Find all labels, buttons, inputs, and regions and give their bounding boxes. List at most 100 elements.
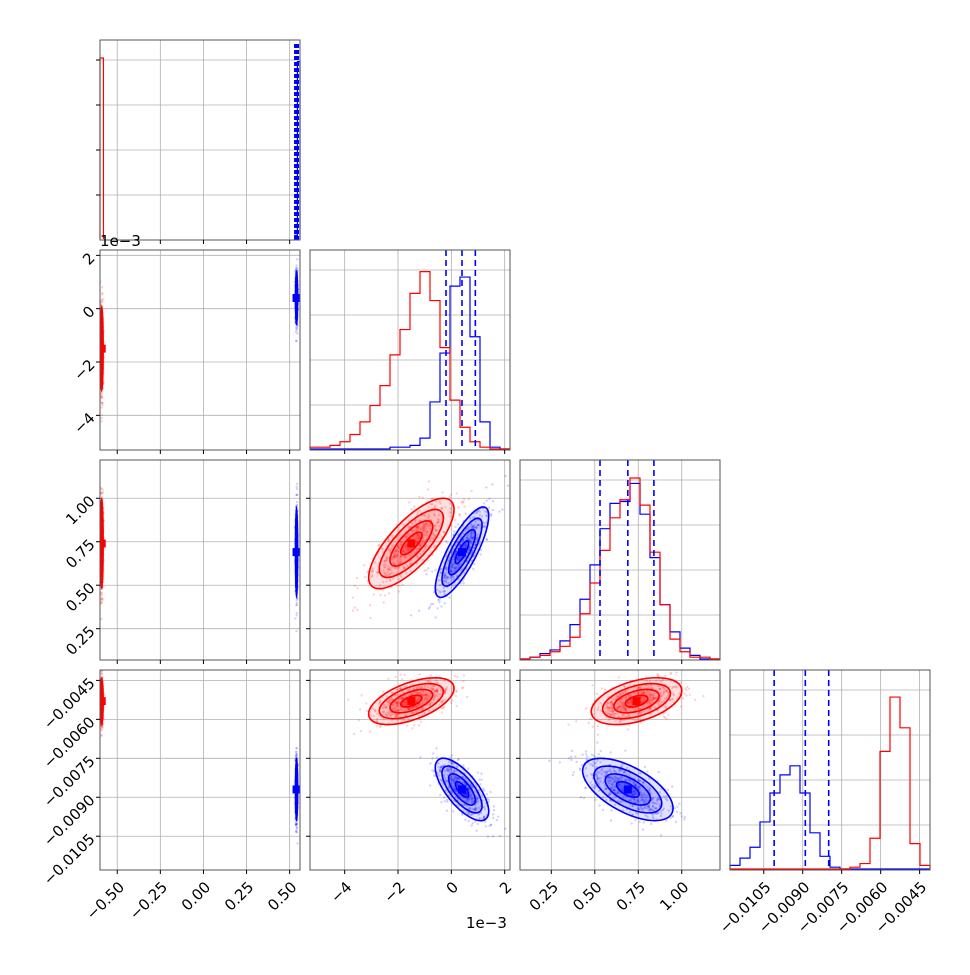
scatter-point: [457, 523, 459, 525]
scatter-point: [492, 813, 494, 815]
scatter-point: [398, 585, 400, 587]
scatter-point: [101, 404, 103, 406]
scatter-point: [455, 691, 457, 693]
scatter-point: [448, 597, 450, 599]
contour-peak-blue: [293, 785, 301, 793]
scatter-point: [466, 696, 468, 698]
scatter-point: [479, 553, 481, 555]
scatter-point: [353, 733, 355, 735]
scatter-point: [410, 508, 412, 510]
scatter-point: [366, 710, 368, 712]
scatter-point: [295, 750, 297, 752]
scatter-point: [498, 511, 500, 513]
scatter-point: [401, 678, 403, 680]
scatter-point: [485, 486, 487, 488]
scatter-point: [446, 667, 448, 669]
scatter-point: [296, 826, 298, 828]
scatter-point: [356, 609, 358, 611]
scatter-point: [295, 747, 297, 749]
scatter-point: [373, 593, 375, 595]
scatter-point: [296, 604, 298, 606]
scatter-point: [493, 805, 495, 807]
scatter-point: [458, 513, 460, 515]
scatter-point: [101, 286, 103, 288]
scatter-point: [295, 264, 297, 266]
scatter-point: [443, 706, 445, 708]
panel-background: [100, 460, 300, 660]
scatter-point: [453, 530, 455, 532]
scatter-point: [462, 680, 464, 682]
scatter-point: [360, 730, 362, 732]
scatter-point: [101, 673, 103, 675]
scatter-point: [434, 616, 436, 618]
scatter-point: [100, 393, 102, 395]
scatter-point: [369, 617, 371, 619]
scatter-point: [464, 513, 466, 515]
scatter-point: [388, 592, 390, 594]
scatter-point: [463, 674, 465, 676]
scatter-point: [295, 614, 297, 616]
scatter-point: [101, 601, 103, 603]
scatter-point: [438, 601, 440, 603]
scatter-point: [356, 577, 358, 579]
scatter-point: [454, 519, 456, 521]
contour-peak-red: [98, 539, 106, 547]
scatter-point: [483, 502, 485, 504]
scatter-point: [423, 569, 425, 571]
scatter-point: [354, 606, 356, 608]
scatter-point: [457, 506, 459, 508]
contour-peak-red: [98, 697, 106, 705]
scatter-point: [438, 598, 440, 600]
scatter-point: [492, 500, 494, 502]
scatter-point: [352, 597, 354, 599]
scatter-point: [101, 396, 103, 398]
scatter-point: [101, 414, 103, 416]
scatter-point: [445, 540, 447, 542]
scatter-point: [379, 594, 381, 596]
scatter-point: [406, 724, 408, 726]
scatter-point: [379, 726, 381, 728]
scatter-point: [434, 569, 436, 571]
scatter-point: [369, 730, 371, 732]
scatter-point: [369, 604, 371, 606]
scatter-point: [463, 505, 465, 507]
contour-peak-blue: [293, 548, 301, 556]
scatter-point: [296, 829, 298, 831]
scatter-point: [431, 570, 433, 572]
scatter-point: [451, 699, 453, 701]
scatter-point: [295, 267, 297, 269]
scatter-point: [295, 754, 297, 756]
scatter-point: [427, 567, 429, 569]
scatter-point: [101, 725, 103, 727]
scatter-point: [356, 587, 358, 589]
scatter-point: [474, 664, 476, 666]
scatter-point: [398, 590, 400, 592]
scatter-point: [387, 678, 389, 680]
scatter-point: [101, 292, 103, 294]
panel-ticks-2-2: [551, 660, 681, 664]
scatter-point: [295, 494, 297, 496]
scatter-point: [400, 674, 402, 676]
scatter-point: [413, 505, 415, 507]
scatter-point: [488, 507, 490, 509]
scatter-point: [468, 498, 470, 500]
scatter-point: [359, 708, 361, 710]
scatter-point: [296, 327, 298, 329]
scatter-point: [460, 501, 462, 503]
scatter-point: [418, 496, 420, 498]
scatter-point: [296, 486, 298, 488]
scatter-point: [444, 800, 446, 802]
panel-ticks-1-1: [345, 450, 505, 454]
scatter-point: [296, 340, 298, 342]
scatter-point: [507, 485, 509, 487]
scatter-point: [490, 514, 492, 516]
scatter-point: [456, 676, 458, 678]
scatter-point: [470, 490, 472, 492]
scatter-point: [436, 607, 438, 609]
scatter-point: [401, 584, 403, 586]
scatter-point: [450, 702, 452, 704]
scatter-point: [404, 674, 406, 676]
scatter-point: [101, 598, 103, 600]
